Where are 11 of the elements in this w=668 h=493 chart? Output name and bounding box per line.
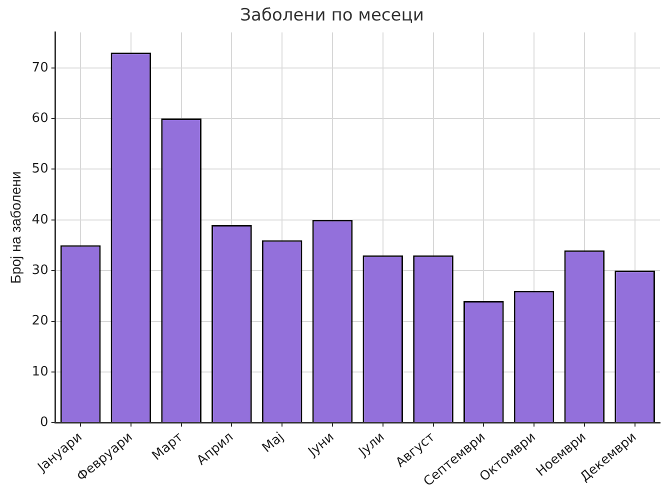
y-tick-label: 10 bbox=[32, 364, 48, 380]
x-tick-label: Мај bbox=[260, 430, 287, 456]
y-tick-label: 60 bbox=[32, 110, 48, 126]
y-axis-title: Број на заболени bbox=[7, 171, 24, 284]
y-tick-label: 70 bbox=[32, 60, 48, 76]
chart-title: Заболени по месеци bbox=[240, 6, 424, 26]
y-tick-label: 20 bbox=[32, 314, 48, 329]
y-tick-label: 40 bbox=[32, 212, 48, 228]
y-tick-label: 30 bbox=[32, 262, 48, 278]
y-tick-label: 50 bbox=[32, 162, 48, 177]
y-tick-label: 0 bbox=[40, 415, 48, 430]
